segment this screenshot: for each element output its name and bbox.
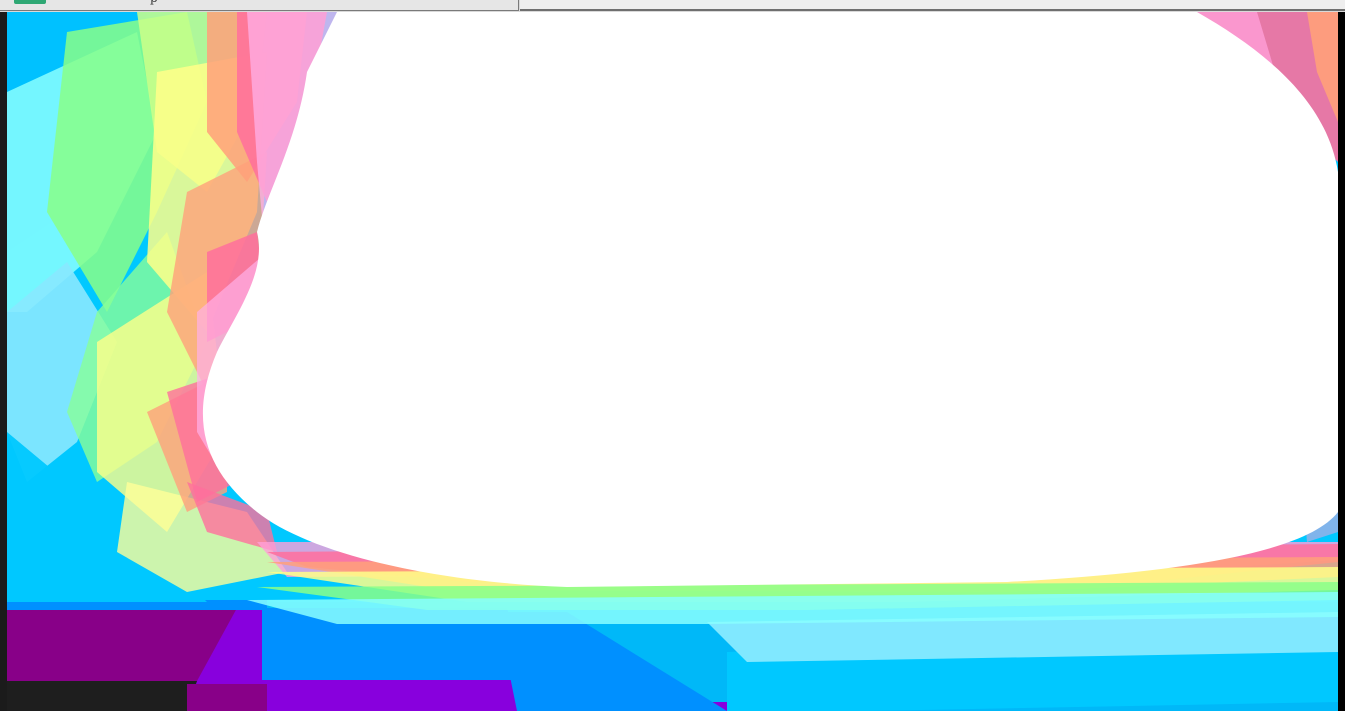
window-tab[interactable]: p — [0, 0, 519, 11]
right-border — [1338, 12, 1345, 711]
orange-shard-top-right — [1307, 12, 1338, 122]
canvas-art — [7, 12, 1338, 711]
purple-bottom-strip — [187, 684, 267, 711]
pink-shard-4 — [187, 482, 277, 552]
tab-label: p — [150, 0, 158, 4]
violet-bottom-strip — [262, 680, 522, 711]
cyan-shard-3 — [7, 262, 117, 482]
app-icon — [14, 0, 46, 4]
center-blank-area — [203, 12, 1338, 587]
light-band-right — [707, 612, 1338, 662]
drawing-canvas[interactable] — [7, 12, 1338, 711]
blue-band-left — [262, 608, 527, 680]
tab-bar-empty-area — [520, 0, 1345, 11]
blue-line-left — [7, 600, 267, 610]
bottom-left-dark-block — [7, 681, 197, 711]
bottom-left-purple-block — [7, 608, 237, 683]
left-border — [0, 12, 7, 711]
cyan-band-bottom — [247, 592, 1338, 624]
blue-band-mid — [497, 612, 727, 711]
yellow-shard-3 — [117, 482, 287, 592]
